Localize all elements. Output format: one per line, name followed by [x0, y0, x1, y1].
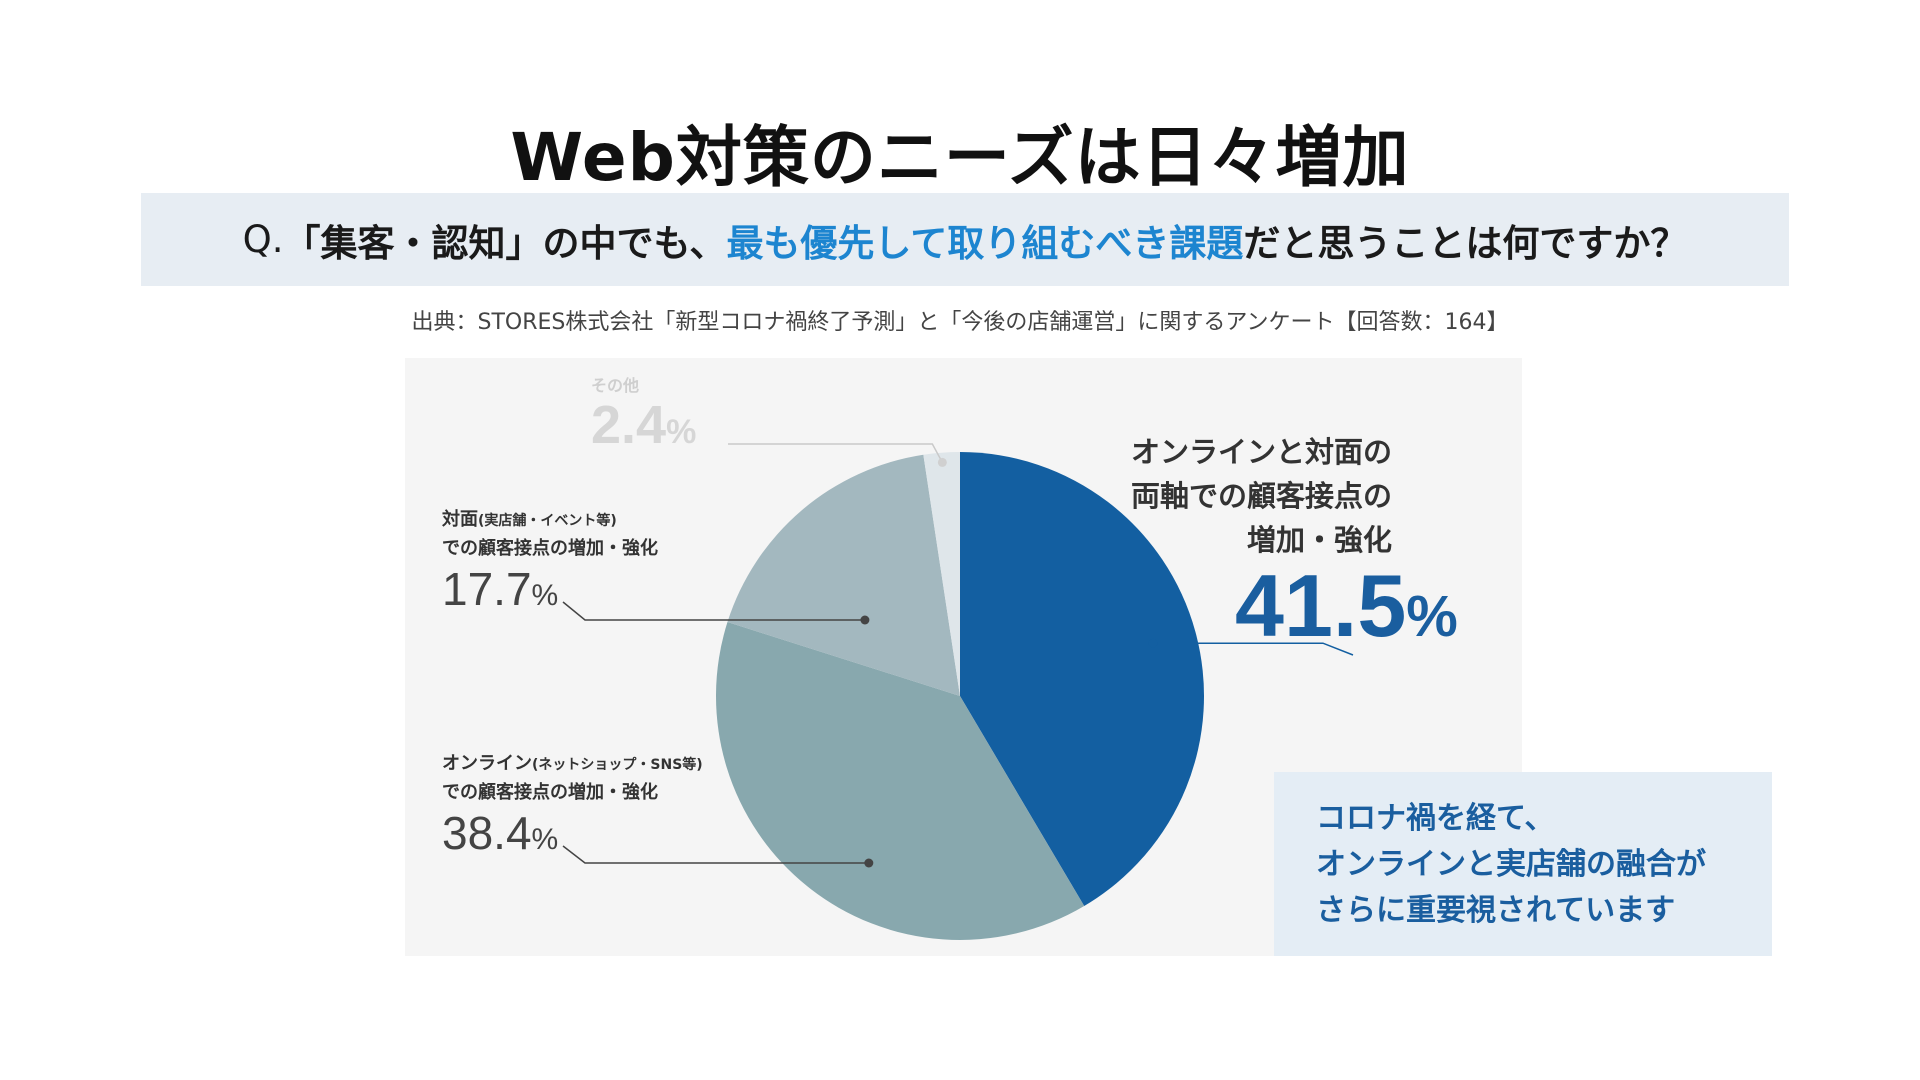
label-online-main: オンライン	[442, 753, 532, 774]
leader-line-online	[562, 845, 869, 864]
label-online-number: 38.4	[442, 807, 532, 859]
callout-box: コロナ禍を経て、 オンラインと実店舗の融合が さらに重要視されています	[1274, 772, 1772, 956]
leader-line-offline	[562, 601, 865, 621]
label-online-value: 38.4%	[442, 807, 703, 866]
label-offline-line1: 対面(実店舗・イベント等)	[442, 506, 658, 535]
leader-line-other	[728, 443, 944, 463]
label-both-line3: 増加・強化	[1246, 523, 1392, 557]
leader-line-both	[1152, 642, 1354, 656]
label-both-value: 41.5%	[1235, 561, 1458, 662]
label-offline-main: 対面	[442, 509, 478, 530]
page-title: Web対策のニーズは日々増加	[510, 119, 1410, 196]
callout-line-1: コロナ禍を経て、	[1316, 801, 1555, 836]
leader-dot-online	[864, 858, 874, 868]
label-other-unit: %	[666, 413, 697, 451]
label-other-category: その他	[591, 376, 640, 395]
callout-line-3: さらに重要視されています	[1316, 893, 1676, 928]
pie-slice-both	[960, 452, 1204, 907]
question-prefix: Q.	[242, 218, 284, 261]
label-both: オンラインと対面の 両軸での顧客接点の 増加・強化	[965, 430, 1392, 557]
label-other: その他 2.4%	[591, 372, 696, 461]
chart-panel: その他 2.4% 対面(実店舗・イベント等) での顧客接点の増加・強化 17.7…	[405, 358, 1522, 956]
label-offline: 対面(実店舗・イベント等) での顧客接点の増加・強化 17.7%	[442, 506, 658, 622]
label-offline-paren: (実店舗・イベント等)	[478, 513, 617, 529]
question-band: Q. 「集客・認知」の中でも、 最も優先して取り組むべき課題 だと思うことは何で…	[141, 193, 1789, 286]
question-part2: だと思うことは何ですか？	[1243, 221, 1688, 265]
leader-dot-offline	[860, 615, 870, 625]
question-highlight: 最も優先して取り組むべき課題	[726, 221, 1244, 265]
label-other-value: 2.4%	[591, 396, 696, 461]
label-both-line2: 両軸での顧客接点の	[1130, 479, 1392, 513]
callout-line-2: オンラインと実店舗の融合が	[1316, 847, 1706, 882]
source-note: 出典：STORES株式会社「新型コロナ禍終了予測」と「今後の店舗運営」に関するア…	[411, 310, 1509, 335]
pie-slice-other	[923, 452, 960, 696]
pie-slice-online	[716, 622, 1085, 940]
label-both-line1: オンラインと対面の	[1130, 435, 1392, 469]
label-other-number: 2.4	[591, 395, 667, 455]
label-both-unit: %	[1406, 584, 1458, 649]
leader-dot-both	[1148, 638, 1158, 648]
label-online-paren: (ネットショップ・SNS等)	[532, 757, 703, 773]
label-offline-number: 17.7	[442, 563, 532, 615]
label-online: オンライン(ネットショップ・SNS等) での顧客接点の増加・強化 38.4%	[442, 750, 703, 866]
pie-slice-offline	[727, 454, 960, 696]
label-offline-unit: %	[531, 579, 559, 612]
label-both-number: 41.5	[1235, 556, 1407, 655]
label-online-unit: %	[531, 823, 559, 856]
label-online-line2: での顧客接点の増加・強化	[442, 782, 658, 803]
question-part1: 「集客・認知」の中でも、	[283, 221, 727, 265]
label-offline-line2: での顧客接点の増加・強化	[442, 538, 658, 559]
label-online-line1: オンライン(ネットショップ・SNS等)	[442, 750, 703, 779]
label-offline-value: 17.7%	[442, 563, 658, 622]
leader-dot-other	[937, 457, 947, 467]
pie-chart	[562, 443, 1354, 940]
